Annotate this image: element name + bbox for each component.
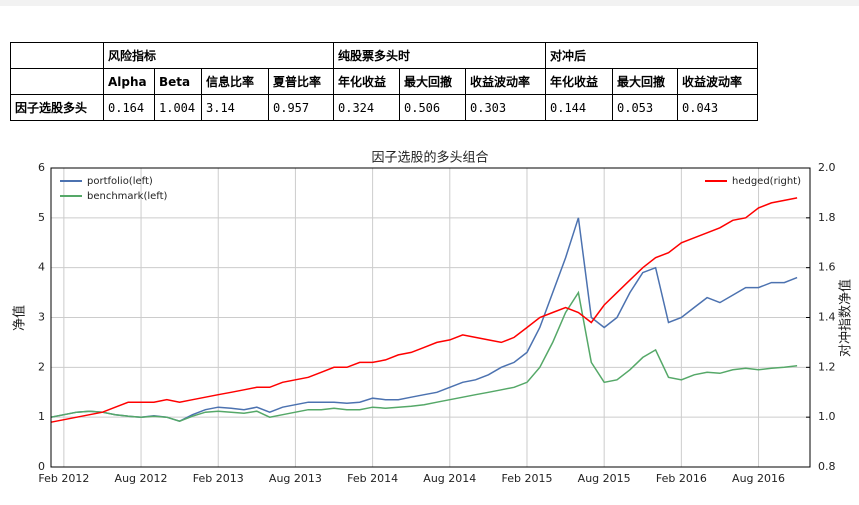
y2-tick-label: 1.6: [818, 261, 836, 274]
table-cell: 年化收益: [545, 68, 613, 95]
y2-tick-label: 1.4: [818, 311, 836, 324]
y-tick-label: 2: [38, 360, 45, 373]
x-tick-label: Aug 2013: [269, 472, 322, 485]
table-cell: [10, 68, 104, 95]
x-tick-label: Aug 2015: [578, 472, 631, 485]
table-row: 因子选股多头 0.164 1.004 3.14 0.957 0.324 0.506 0.303…: [10, 94, 758, 121]
legend-label: benchmark(left): [87, 191, 168, 202]
table-cell: 信息比率: [201, 68, 269, 95]
table-cell: 收益波动率: [677, 68, 758, 95]
table-cell: 1.004: [154, 94, 202, 121]
table-cell: 0.053: [612, 94, 678, 121]
table-cell: 0.043: [677, 94, 758, 121]
table-cell: 年化收益: [333, 68, 400, 95]
x-tick-label: Feb 2012: [38, 472, 89, 485]
x-tick-label: Aug 2014: [423, 472, 476, 485]
y2-tick-label: 1.8: [818, 211, 836, 224]
y2-axis-label: 对冲指数净值: [838, 279, 854, 357]
line-series: [50, 197, 798, 423]
y2-tick-label: 0.8: [818, 460, 836, 473]
table-cell: 最大回撤: [399, 68, 466, 95]
table-cell: 最大回撤: [612, 68, 678, 95]
line-series: [50, 290, 798, 422]
x-tick-label: Feb 2016: [656, 472, 707, 485]
table-cell: 3.14: [201, 94, 269, 121]
y-axis-label: 净值: [12, 305, 28, 331]
x-tick-label: Feb 2014: [347, 472, 398, 485]
table-cell: 0.144: [545, 94, 613, 121]
y-tick-label: 3: [38, 311, 45, 324]
y2-tick-label: 2.0: [818, 161, 836, 174]
y-tick-label: 5: [38, 211, 45, 224]
table-cell: 0.324: [333, 94, 400, 121]
line-series: [50, 217, 798, 423]
y2-tick-label: 1.0: [818, 410, 836, 423]
y-tick-label: 6: [38, 161, 45, 174]
table-cell: Alpha: [103, 68, 155, 95]
y-tick-label: 1: [38, 410, 45, 423]
y-tick-label: 0: [38, 460, 45, 473]
table-row: Alpha Beta 信息比率 夏普比率 年化收益 最大回撤 收益波动率 年化收益 最大回撤 收益…: [10, 68, 758, 95]
chart-title: 因子选股的多头组合: [371, 150, 488, 166]
table-cell: 0.957: [268, 94, 334, 121]
table-cell: 0.164: [103, 94, 155, 121]
top-bar: [0, 0, 859, 6]
x-tick-label: Aug 2016: [732, 472, 785, 485]
metrics-table: 风险指标 纯股票多头时 对冲后 Alpha Beta 信息比率 夏普比率 年化收益 最大回撤 收益…: [10, 42, 758, 121]
x-tick-label: Feb 2013: [193, 472, 244, 485]
x-tick-label: Feb 2015: [501, 472, 552, 485]
table-cell: 0.303: [465, 94, 546, 121]
plot-frame: [50, 167, 811, 468]
legend-label: portfolio(left): [87, 176, 153, 187]
x-tick-label: Aug 2012: [115, 472, 168, 485]
y-tick-label: 4: [38, 261, 45, 274]
table-cell: 收益波动率: [465, 68, 546, 95]
legend-label: hedged(right): [732, 176, 801, 187]
y2-tick-label: 1.2: [818, 360, 836, 373]
